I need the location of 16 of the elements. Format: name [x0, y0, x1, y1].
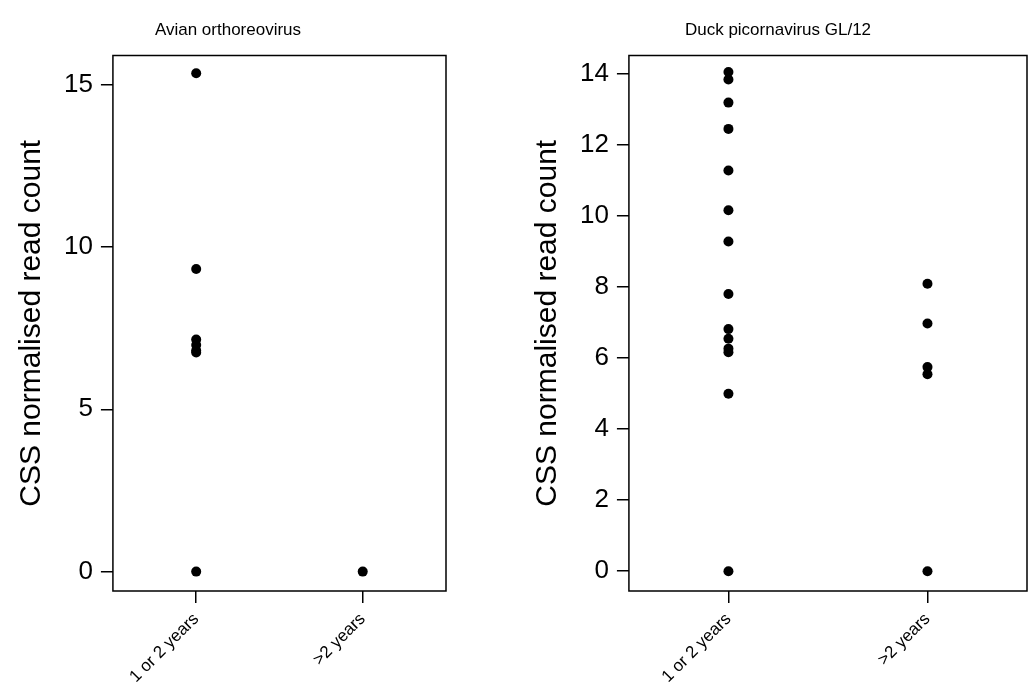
y-tick-label: 10 [64, 230, 93, 261]
y-tick-label: 6 [594, 341, 609, 372]
y-tick-label: 10 [580, 199, 609, 230]
chart-title: Duck picornavirus GL/12 [684, 19, 872, 39]
y-tick-label: 2 [594, 483, 609, 514]
y-axis-title: CSS normalised read count [529, 139, 563, 507]
y-tick-label: 12 [580, 128, 609, 159]
y-tick-label: 14 [580, 57, 609, 88]
y-tick-label: 0 [78, 554, 93, 585]
chart-title: Avian orthoreovirus [154, 19, 302, 39]
y-tick-label: 4 [594, 412, 609, 443]
y-tick-label: 0 [594, 554, 609, 585]
y-axis-title: CSS normalised read count [13, 139, 47, 507]
y-tick-label: 5 [78, 392, 93, 423]
y-tick-label: 8 [594, 270, 609, 301]
y-tick-label: 15 [64, 67, 93, 98]
